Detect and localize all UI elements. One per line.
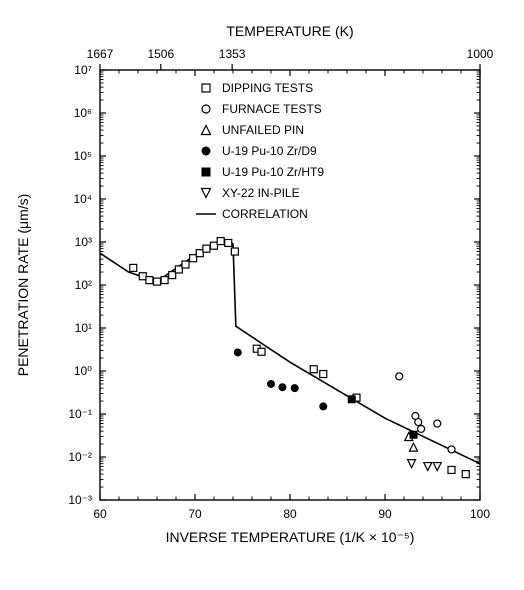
data-point bbox=[217, 238, 224, 245]
y-tick-label: 10⁶ bbox=[74, 106, 92, 120]
data-point bbox=[396, 373, 403, 380]
y-tick-label: 10⁴ bbox=[73, 192, 92, 206]
legend-label: XY-22 IN-PILE bbox=[222, 186, 300, 200]
y-axis-label: PENETRATION RATE (μm/s) bbox=[15, 194, 31, 377]
data-point bbox=[410, 431, 417, 438]
data-point bbox=[268, 380, 275, 387]
data-point bbox=[415, 419, 422, 426]
data-point bbox=[196, 250, 203, 257]
x-top-tick-label: 1353 bbox=[219, 47, 246, 61]
data-point bbox=[161, 277, 168, 284]
x-tick-label: 70 bbox=[188, 507, 202, 521]
data-point bbox=[462, 471, 469, 478]
data-point bbox=[130, 264, 137, 271]
x-tick-label: 80 bbox=[283, 507, 297, 521]
legend-label: DIPPING TESTS bbox=[222, 81, 313, 95]
data-point bbox=[418, 425, 425, 432]
data-point bbox=[448, 466, 455, 473]
legend-label: FURNACE TESTS bbox=[222, 102, 322, 116]
data-point bbox=[433, 463, 441, 471]
y-tick-label: 10⁵ bbox=[74, 149, 92, 163]
x-tick-label: 60 bbox=[93, 507, 107, 521]
data-point bbox=[154, 278, 161, 285]
data-point bbox=[320, 403, 327, 410]
data-point bbox=[348, 396, 355, 403]
data-point bbox=[169, 272, 176, 279]
legend-marker bbox=[202, 126, 211, 135]
y-tick-label: 10² bbox=[75, 278, 92, 292]
data-point bbox=[190, 255, 197, 262]
legend-label: UNFAILED PIN bbox=[222, 123, 304, 137]
data-point bbox=[279, 384, 286, 391]
data-point bbox=[410, 443, 418, 451]
data-point bbox=[320, 371, 327, 378]
x-tick-label: 100 bbox=[470, 507, 490, 521]
data-point bbox=[146, 277, 153, 284]
data-point bbox=[310, 366, 317, 373]
legend-marker bbox=[202, 84, 210, 92]
y-tick-label: 10⁰ bbox=[74, 364, 92, 378]
x-top-tick-label: 1506 bbox=[147, 47, 174, 61]
data-point bbox=[225, 239, 232, 246]
legend-label: U-19 Pu-10 Zr/HT9 bbox=[222, 165, 324, 179]
data-point bbox=[182, 261, 189, 268]
y-tick-label: 10³ bbox=[75, 235, 92, 249]
x-axis-label: INVERSE TEMPERATURE (1/K × 10⁻⁵) bbox=[166, 529, 415, 545]
chart-svg: 60 70 80 90 100 INVERSE TEMPERATURE (1/K × 10… bbox=[0, 0, 524, 590]
legend-label: CORRELATION bbox=[222, 207, 308, 221]
legend-marker bbox=[202, 147, 210, 155]
data-point bbox=[408, 460, 416, 468]
y-tick-label: 10⁻³ bbox=[68, 493, 92, 507]
data-point bbox=[175, 266, 182, 273]
data-point bbox=[434, 420, 441, 427]
data-point bbox=[234, 349, 241, 356]
data-point bbox=[231, 248, 238, 255]
y-tick-label: 10¹ bbox=[75, 321, 92, 335]
x-top-axis-label: TEMPERATURE (K) bbox=[226, 23, 353, 39]
y-tick-label: 10⁻² bbox=[68, 450, 92, 464]
legend-marker bbox=[202, 105, 210, 113]
data-point bbox=[211, 242, 218, 249]
legend-marker bbox=[202, 168, 210, 176]
penetration-rate-chart: 60 70 80 90 100 INVERSE TEMPERATURE (1/K × 10… bbox=[0, 0, 524, 590]
data-point bbox=[258, 348, 265, 355]
data-point bbox=[424, 463, 432, 471]
x-tick-label: 90 bbox=[378, 507, 392, 521]
legend-marker bbox=[202, 189, 211, 198]
y-tick-label: 10⁻¹ bbox=[68, 407, 92, 421]
data-point bbox=[291, 385, 298, 392]
data-point bbox=[448, 446, 455, 453]
legend-label: U-19 Pu-10 Zr/D9 bbox=[222, 144, 317, 158]
data-point bbox=[139, 273, 146, 280]
data-point bbox=[203, 245, 210, 252]
x-top-tick-label: 1667 bbox=[87, 47, 114, 61]
y-tick-label: 10⁷ bbox=[74, 63, 92, 77]
x-top-tick-label: 1000 bbox=[467, 47, 494, 61]
